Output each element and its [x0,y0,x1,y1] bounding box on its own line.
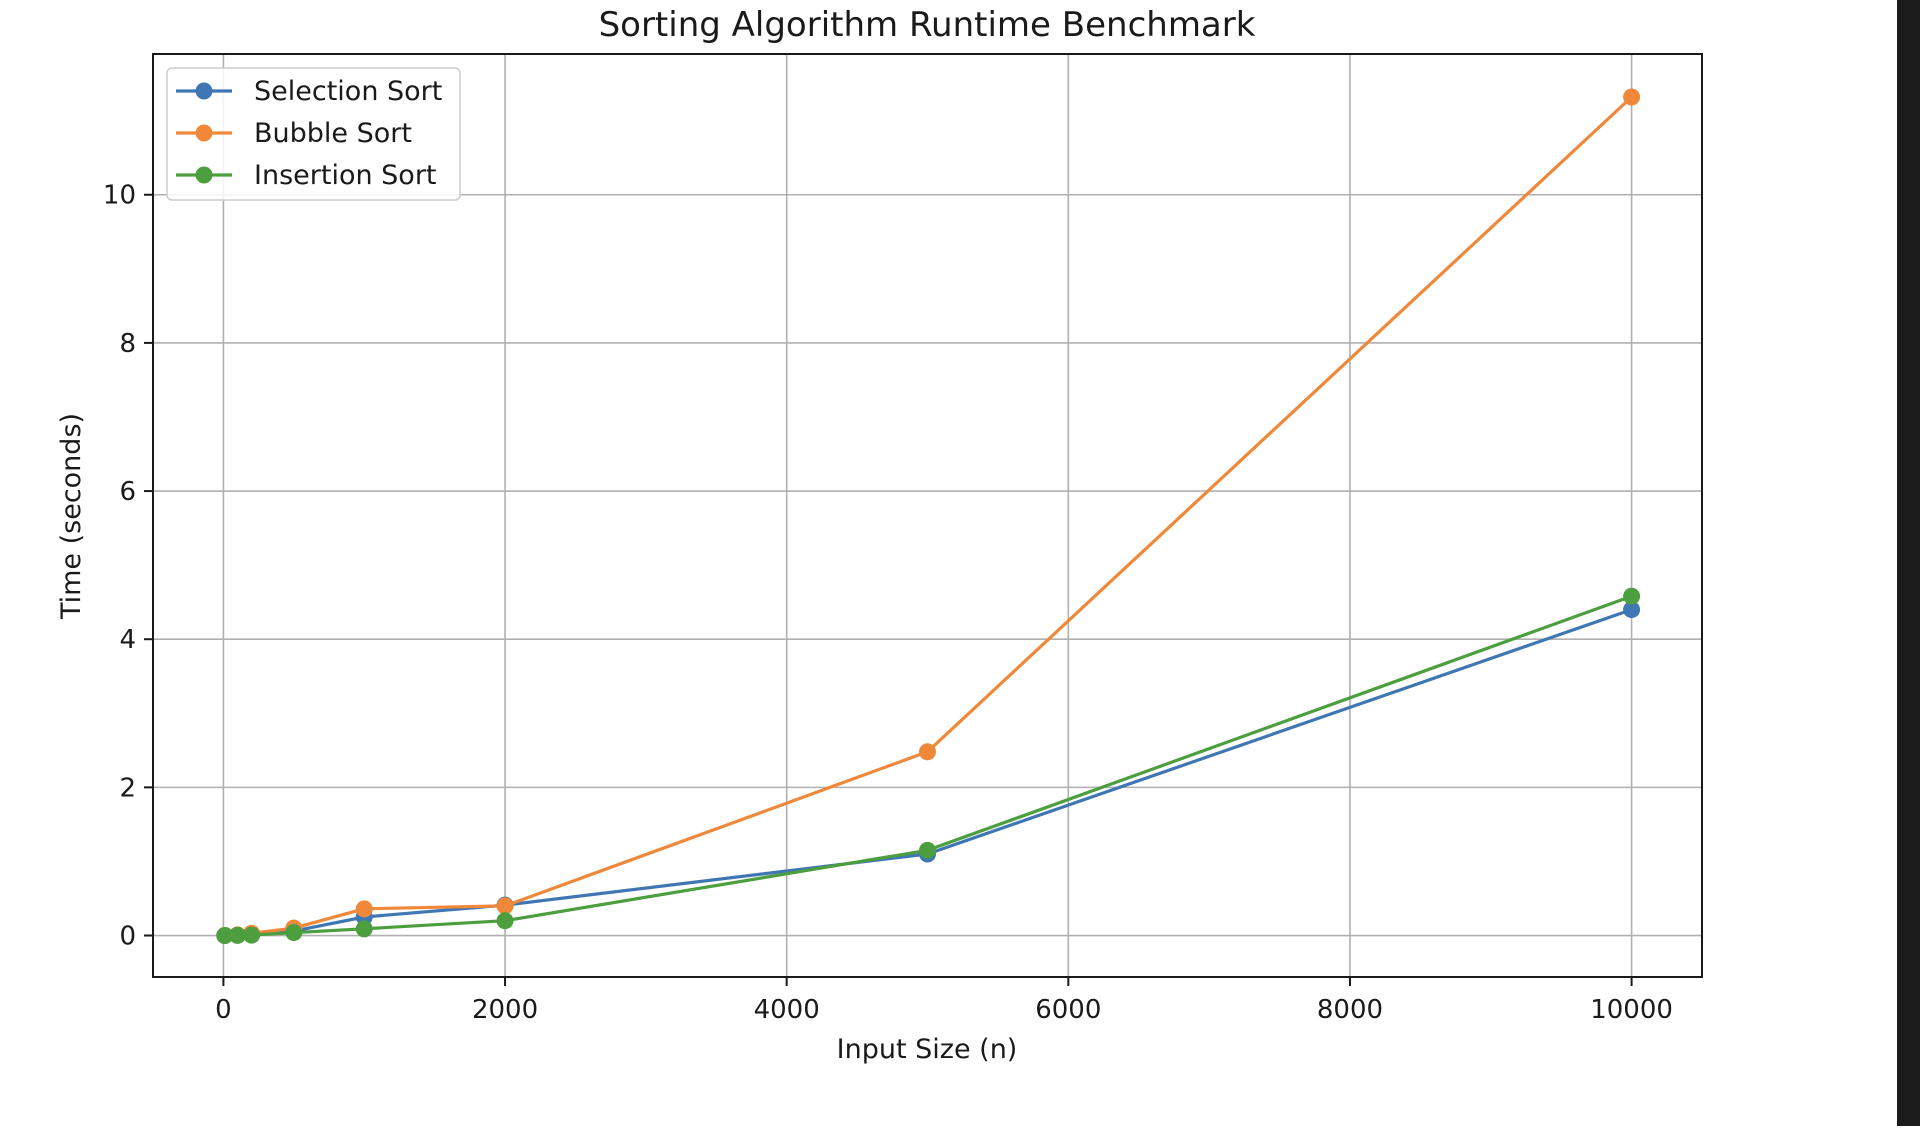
x-tick-label: 8000 [1317,995,1383,1025]
x-tick-label: 0 [215,995,232,1025]
x-tick-label: 2000 [472,995,538,1025]
legend: Selection Sort Bubble Sort Insertion Sort [166,67,461,201]
x-axis-ticks: 0 2000 4000 6000 8000 10000 [215,977,1673,1025]
y-axis-ticks: 0 2 4 6 8 10 [103,181,153,952]
plot-background [153,54,1702,977]
y-tick-label: 6 [119,477,136,507]
data-point-insertion-sort [1623,587,1641,605]
series-insertion-sort [216,587,1641,945]
data-point-insertion-sort [243,926,261,944]
x-tick-label: 6000 [1035,995,1101,1025]
data-point-insertion-sort [496,912,514,930]
plot-frame [152,53,1703,978]
data-point-insertion-sort [228,926,246,944]
data-point-insertion-sort [285,924,303,942]
y-tick-label: 0 [119,922,136,952]
legend-marker-selection-sort [195,82,213,100]
y-tick-label: 2 [119,773,136,803]
legend-label-insertion-sort: Insertion Sort [254,160,437,191]
y-axis-label: Time (seconds) [56,413,87,620]
data-point-insertion-sort [919,841,936,859]
y-tick-label: 10 [103,181,136,211]
legend-marker-insertion-sort [195,166,213,184]
legend-marker-bubble-sort [195,124,213,142]
x-tick-label: 4000 [754,995,820,1025]
series-layer [216,88,1641,945]
legend-label-bubble-sort: Bubble Sort [254,118,412,149]
y-tick-label: 4 [119,625,136,655]
legend-frame [166,67,461,201]
legend-item-bubble-sort: Bubble Sort [176,118,412,149]
grid-lines [153,54,1702,977]
data-point-bubble-sort [1623,88,1641,106]
data-point-bubble-sort [355,900,373,918]
data-point-selection-sort [1623,601,1641,619]
x-tick-label: 10000 [1590,995,1673,1025]
y-tick-label: 8 [119,329,136,359]
window-edge [1897,0,1920,1126]
data-point-bubble-sort [919,743,936,761]
data-point-insertion-sort [355,920,373,938]
x-axis-label: Input Size (n) [837,1034,1018,1065]
chart-title: Sorting Algorithm Runtime Benchmark [599,5,1256,45]
legend-label-selection-sort: Selection Sort [254,76,442,107]
data-point-bubble-sort [496,897,514,915]
legend-item-insertion-sort: Insertion Sort [176,160,437,191]
legend-item-selection-sort: Selection Sort [176,76,442,107]
data-point-insertion-sort [216,927,234,945]
